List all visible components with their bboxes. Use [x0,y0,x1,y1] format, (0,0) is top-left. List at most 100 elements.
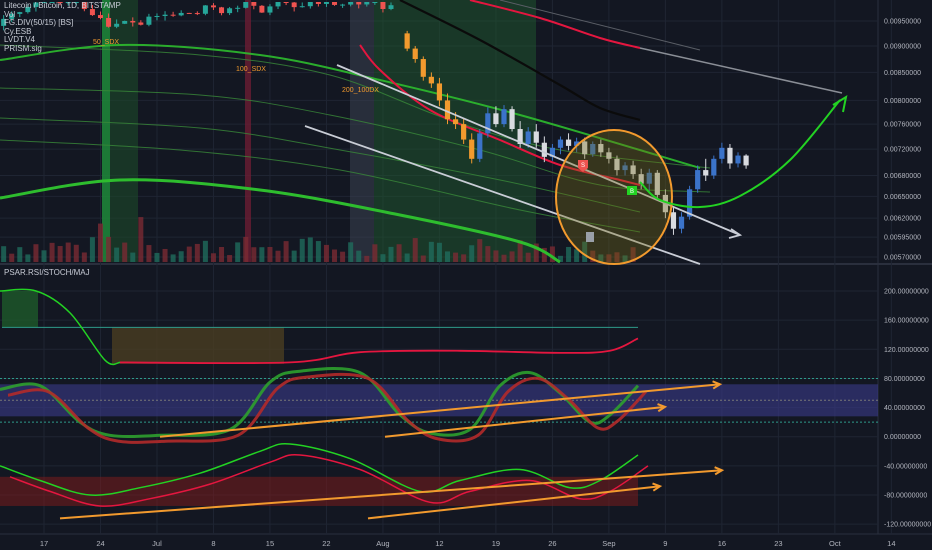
volume-bar [41,250,47,262]
volume-bar [154,252,160,262]
candle-body [9,13,15,19]
osc-y-tick-label: -80.00000000 [884,493,927,500]
candle-body [219,7,225,14]
osc-y-tick-label: 200.00000000 [884,289,929,296]
candle-body [348,2,354,5]
x-tick-label: 9 [663,539,667,548]
candle-body [735,155,741,164]
volume-bar [275,250,281,262]
candle-body [444,100,451,120]
candle-body [65,2,71,4]
candle-body [235,7,241,9]
candle-body [89,9,95,16]
x-tick-label: Jul [152,539,162,548]
legend-indicator-prism[interactable]: PRISM.sig [4,43,42,53]
volume-bar [598,254,604,262]
label-200-dx: 200_100DX [342,87,379,94]
volume-bar [477,239,483,262]
volume-bar [348,242,354,262]
label-50-sdx: 50_SDX [93,39,119,46]
candle-body [638,174,644,184]
legend-symbol[interactable]: Litecoin / Bitcoin, 1D, BITSTAMP [4,1,121,10]
candle-body [606,152,612,159]
projection-curve [639,99,841,209]
candle-body [549,147,556,157]
x-tick-label: 17 [40,539,48,548]
candle-body [340,4,346,6]
x-tick-label: 26 [548,539,556,548]
x-tick-label: 15 [266,539,274,548]
green-signal-zone [110,0,138,262]
candle-body [388,5,394,9]
candle-body [695,170,701,190]
osc-y-tick-label: 80.00000000 [884,376,925,383]
legend-indicator-cyesb[interactable]: Cy.ESB [4,26,32,36]
volume-bar [428,241,434,262]
candle-body [452,119,459,125]
volume-bar [364,255,370,262]
volume-bar [340,251,346,262]
y-tick-label: 0.00950000 [884,19,921,26]
candle-body [493,113,499,125]
channel-arrowhead [728,228,743,239]
volume-bar [509,251,515,262]
volume-bar [606,254,612,262]
volume-bar [33,244,39,262]
rsi-trendline-1-arrowhead [712,380,723,390]
candle-body [727,147,733,164]
candle-body [202,5,208,14]
y-tick-label: 0.00720000 [884,147,921,154]
candle-body [307,2,313,7]
volume-bar [412,238,418,262]
legend-indicator-vol[interactable]: Vol [4,9,16,19]
volume-bar [566,246,572,262]
volume-bar [114,247,120,262]
candle-body [509,109,515,130]
volume-bar [251,247,257,262]
rsi-trendline-2-arrowhead [657,403,668,413]
maj-fast-line [0,443,639,496]
volume-bar [315,241,321,262]
band-line [0,117,641,213]
candle-body [210,5,216,8]
volume-bar [453,252,459,262]
candle-body [97,15,103,19]
volume-bar [25,254,31,262]
x-tick-label: 23 [774,539,782,548]
volume-bar [162,248,168,262]
candle-body [259,5,265,13]
volume-bar [630,247,636,262]
sma-200-line [0,178,561,264]
volume-bar [396,244,402,262]
candle-body [33,2,39,7]
sma-100-line [399,0,641,122]
legend-indicator-fgdiv[interactable]: FG.DIV(50/15) [BS] [4,18,74,28]
volume-bar [332,249,338,262]
volume-bar [243,236,249,262]
legend-indicator-lvdt[interactable]: LVDT.V4 [4,35,35,45]
candle-body [186,12,192,14]
candle-body [743,155,749,166]
candle-body [404,33,410,49]
y-tick-label: 0.00595000 [884,235,921,242]
candle-body [654,172,660,195]
band-line [0,87,711,193]
legend: Litecoin / Bitcoin, 1D, BITSTAMP Vol FG.… [4,1,121,54]
volume-bar [582,241,588,262]
candle-body [73,2,79,3]
volume-bar [420,255,426,262]
band-line [0,139,641,233]
candle-body [469,139,475,159]
volume-bar [106,236,112,262]
volume-bar [469,245,475,262]
volume-bar [404,253,410,262]
volume-bar [57,246,63,262]
oscillator-pane-title[interactable]: PSAR.RSI/STOCH/MAJ [4,268,90,277]
volume-bar [81,252,87,262]
volume-bar [525,252,531,262]
volume-bar [307,237,313,262]
candle-body [106,18,112,27]
candle-body [25,6,31,13]
